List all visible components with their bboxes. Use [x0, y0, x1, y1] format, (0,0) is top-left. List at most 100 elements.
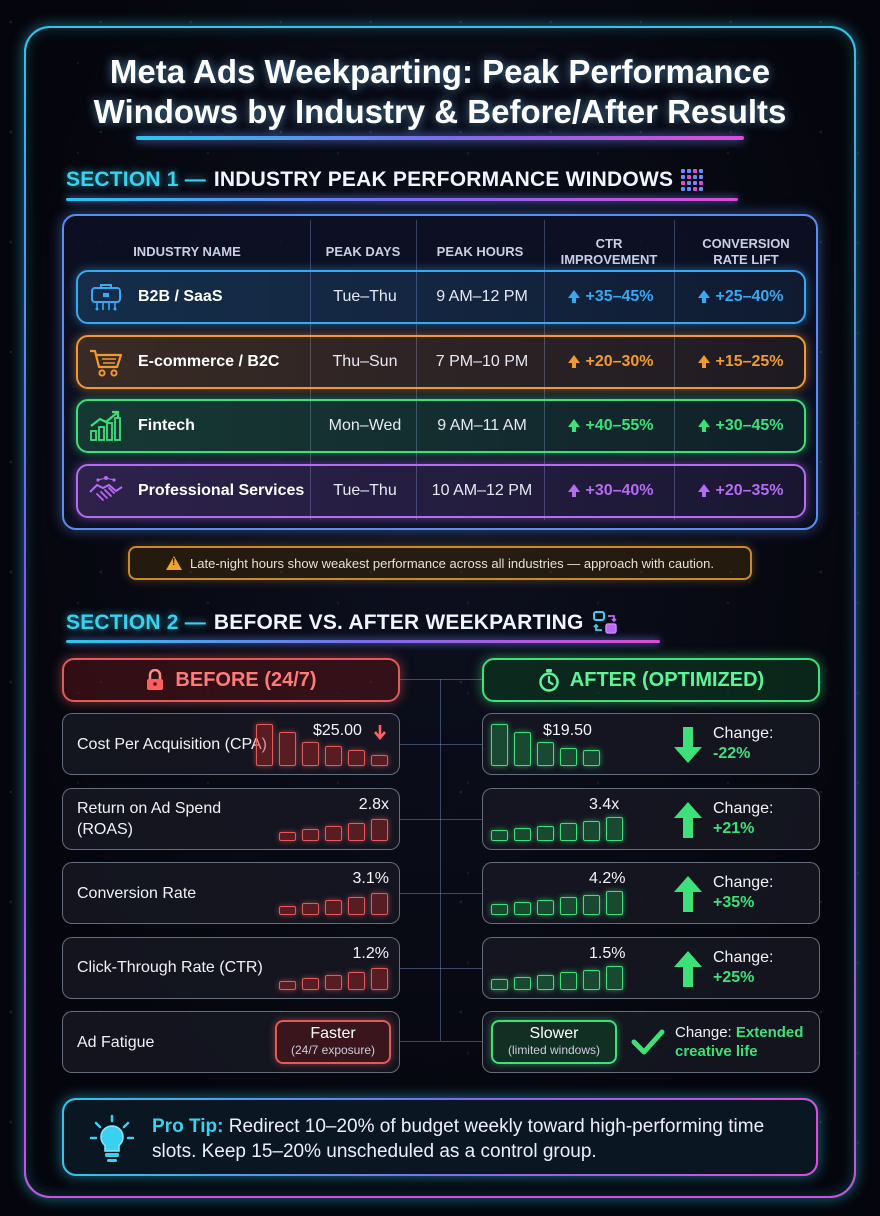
peak-days: Mon–Wed — [328, 417, 402, 434]
industry-name: B2B / SaaS — [138, 288, 223, 305]
ad-fatigue-before-card: Ad Fatigue Faster (24/7 exposure) — [62, 1011, 400, 1073]
warning-banner: Late-night hours show weakest performanc… — [128, 546, 752, 580]
before-bar — [256, 724, 273, 766]
after-bar — [606, 965, 623, 990]
lock-icon — [147, 669, 164, 690]
after-bar — [537, 974, 554, 990]
after-value: 1.5% — [589, 944, 626, 962]
pro-tip-label: Pro Tip: — [152, 1116, 224, 1137]
before-bar — [302, 828, 319, 841]
before-bar — [371, 967, 388, 990]
industry-row: Professional Services Tue–Thu 10 AM–12 PM +… — [76, 463, 806, 518]
section2-number: SECTION 2 — — [66, 611, 206, 634]
after-bar — [583, 969, 600, 990]
big-up-arrow-icon — [674, 950, 702, 987]
after-metric-card: $19.50 Change: -22% — [482, 713, 820, 775]
before-bar — [348, 822, 365, 841]
before-metric-card: Cost Per Acquisition (CPA) $25.00 — [62, 713, 400, 775]
before-metric-card: Click-Through Rate (CTR) 1.2% — [62, 936, 400, 999]
after-value: 4.2% — [589, 870, 626, 887]
before-metric-card: Conversion Rate 3.1% — [62, 862, 400, 924]
faster-badge: Faster (24/7 exposure) — [275, 1020, 391, 1064]
after-bar — [514, 827, 531, 841]
peak-days: Tue–Thu — [333, 481, 397, 499]
before-bar — [325, 900, 342, 915]
faster-subtext: (24/7 exposure) — [290, 1043, 376, 1057]
change-text: Change: +21% — [713, 799, 774, 839]
arrow-up-icon — [698, 483, 711, 497]
conversion-lift: +25–40% — [676, 272, 806, 322]
after-bar — [491, 978, 508, 990]
change-value: +21% — [713, 819, 755, 837]
before-bar — [279, 980, 296, 990]
page-title: Meta Ads Weekparting: Peak Performance W… — [40, 52, 840, 132]
grid-icon — [681, 169, 704, 191]
column-divider — [416, 220, 417, 520]
column-divider — [674, 220, 675, 520]
column-divider — [310, 220, 311, 520]
industry-name: Professional Services — [138, 481, 305, 499]
after-bar — [537, 825, 554, 841]
after-bar — [560, 748, 577, 766]
section2-title: BEFORE VS. AFTER WEEKPARTING — [213, 611, 584, 634]
industry-row: Fintech Mon–Wed 9 AM–11 AM +40–55% +30–45% — [76, 399, 806, 453]
arrow-up-icon — [568, 354, 581, 368]
after-bar — [491, 724, 508, 766]
connector — [400, 744, 482, 745]
conversion-lift: +30–45% — [676, 401, 806, 451]
arrow-up-icon — [568, 419, 581, 432]
change-value: +35% — [713, 894, 755, 911]
column-divider — [544, 220, 545, 520]
stopwatch-icon — [539, 669, 559, 692]
conversion-lift: +15–25% — [676, 337, 806, 387]
title-line-1: Meta Ads Weekparting: Peak Performance — [109, 53, 771, 90]
after-bar — [606, 816, 623, 841]
conversion-lift: +20–35% — [676, 466, 806, 516]
peak-hours: 7 PM–10 PM — [435, 352, 529, 370]
header-ctr: CTR IMPROVEMENT — [560, 236, 658, 267]
after-bar — [491, 904, 508, 915]
before-bar — [279, 906, 296, 915]
ctr-improvement: +40–55% — [546, 401, 676, 451]
slower-subtext: (limited windows) — [507, 1043, 601, 1057]
change-text: Change: +25% — [713, 948, 774, 988]
ad-fatigue-label: Ad Fatigue — [77, 1033, 155, 1051]
connector — [440, 679, 441, 1041]
big-up-arrow-icon — [674, 876, 702, 912]
after-bar — [560, 971, 577, 990]
arrow-up-icon — [698, 290, 711, 303]
before-bar — [302, 742, 319, 766]
briefcase-circuit-icon — [91, 284, 121, 311]
connector — [400, 1041, 482, 1042]
peak-hours: 9 AM–12 PM — [436, 288, 528, 305]
after-value: 3.4x — [589, 795, 620, 813]
industry-name: E-commerce / B2C — [138, 352, 280, 370]
growth-chart-icon — [90, 410, 121, 441]
arrow-up-icon — [568, 290, 581, 303]
before-metric-card: Return on Ad Spend (ROAS) 2.8x — [62, 787, 400, 850]
industry-row: E-commerce / B2C Thu–Sun 7 PM–10 PM +20–30%… — [76, 334, 806, 389]
big-up-arrow-icon — [674, 801, 702, 838]
down-arrow-icon — [374, 725, 386, 740]
before-bar — [302, 977, 319, 990]
after-bar — [583, 895, 600, 915]
faster-text: Faster — [310, 1025, 356, 1042]
before-header: BEFORE (24/7) — [62, 658, 400, 702]
section2-underline — [66, 640, 660, 643]
ctr-improvement: +30–40% — [546, 466, 676, 516]
arrow-up-icon — [698, 419, 711, 432]
section1-heading: SECTION 1 — INDUSTRY PEAK PERFORMANCE WI… — [66, 168, 704, 192]
change-value: -22% — [713, 745, 751, 762]
section1-number: SECTION 1 — — [66, 168, 206, 191]
fatigue-change-label: Change: — [675, 1024, 732, 1041]
before-value: 3.1% — [352, 870, 389, 887]
after-metric-card: 3.4x Change: +21% — [482, 787, 820, 850]
before-label: BEFORE (24/7) — [175, 668, 317, 691]
change-value: +25% — [713, 968, 755, 986]
after-value: $19.50 — [543, 722, 592, 739]
after-bar — [537, 742, 554, 766]
metric-label: Cost Per Acquisition (CPA) — [77, 735, 267, 753]
before-bar — [302, 903, 319, 915]
connector — [400, 967, 482, 969]
after-bar — [606, 891, 623, 915]
